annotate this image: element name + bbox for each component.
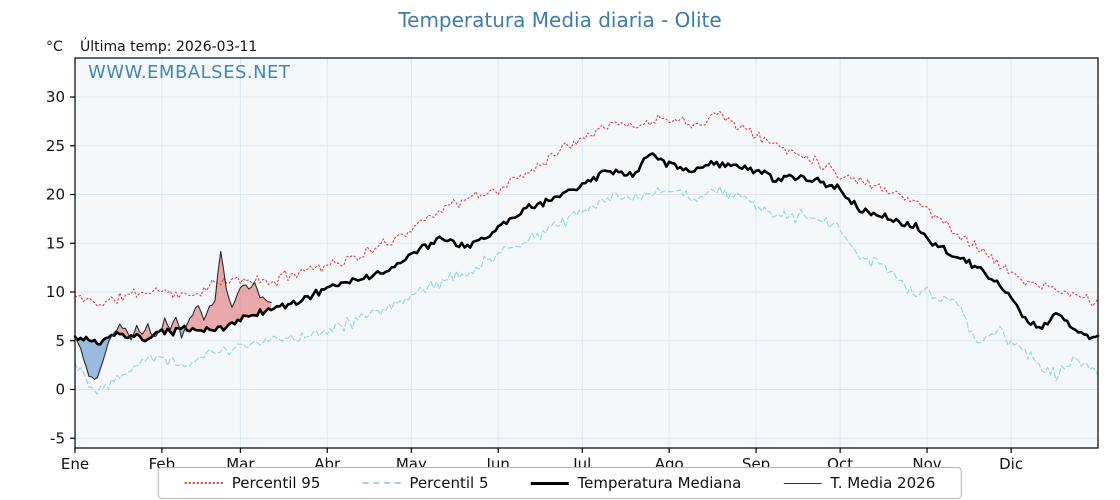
- percentil5-line-swatch-icon: [362, 482, 401, 484]
- fill-above-median: [112, 324, 130, 338]
- watermark-text: WWW.EMBALSES.NET: [88, 62, 291, 83]
- legend-item-mediana: Temperatura Mediana: [530, 474, 741, 492]
- y-tick-label: 10: [46, 283, 65, 301]
- x-tick-label: Dic: [999, 455, 1023, 473]
- legend-item-tmedia2026: T. Media 2026: [783, 474, 935, 492]
- y-tick-label: -5: [50, 429, 65, 447]
- fill-below-median: [75, 334, 113, 380]
- y-tick-label: 20: [46, 186, 65, 204]
- y-tick-label: 30: [46, 88, 65, 106]
- chart-title: Temperatura Media diaria - Olite: [398, 8, 722, 32]
- tmedia2026-line-swatch-icon: [783, 482, 822, 484]
- mediana-line: [73, 152, 1100, 346]
- legend: Percentil 95 Percentil 5 Temperatura Med…: [157, 467, 963, 499]
- legend-item-percentil95: Percentil 95: [184, 474, 321, 492]
- legend-label-tmedia2026: T. Media 2026: [830, 474, 936, 492]
- legend-item-percentil5: Percentil 5: [362, 474, 488, 492]
- legend-label-percentil95: Percentil 95: [231, 474, 321, 492]
- last-temp-label: Última temp: 2026-03-11: [80, 39, 258, 55]
- y-tick-label: 15: [46, 234, 65, 252]
- percentil95-line-swatch-icon: [184, 482, 223, 484]
- y-tick-label: 0: [55, 381, 65, 399]
- y-axis-units-label: °C: [46, 39, 63, 55]
- legend-label-mediana: Temperatura Mediana: [577, 474, 742, 492]
- y-tick-label: 25: [46, 137, 65, 155]
- percentil95-line: [74, 110, 1099, 307]
- y-tick-label: 5: [55, 332, 65, 350]
- axes-frame: [74, 57, 1099, 449]
- legend-label-percentil5: Percentil 5: [409, 474, 489, 492]
- mediana-line-swatch-icon: [530, 481, 569, 485]
- x-tick-label: Ene: [61, 455, 89, 473]
- fill-above-median: [185, 251, 272, 332]
- tmedia2026-line: [74, 250, 272, 380]
- percentil5-line: [74, 185, 1099, 395]
